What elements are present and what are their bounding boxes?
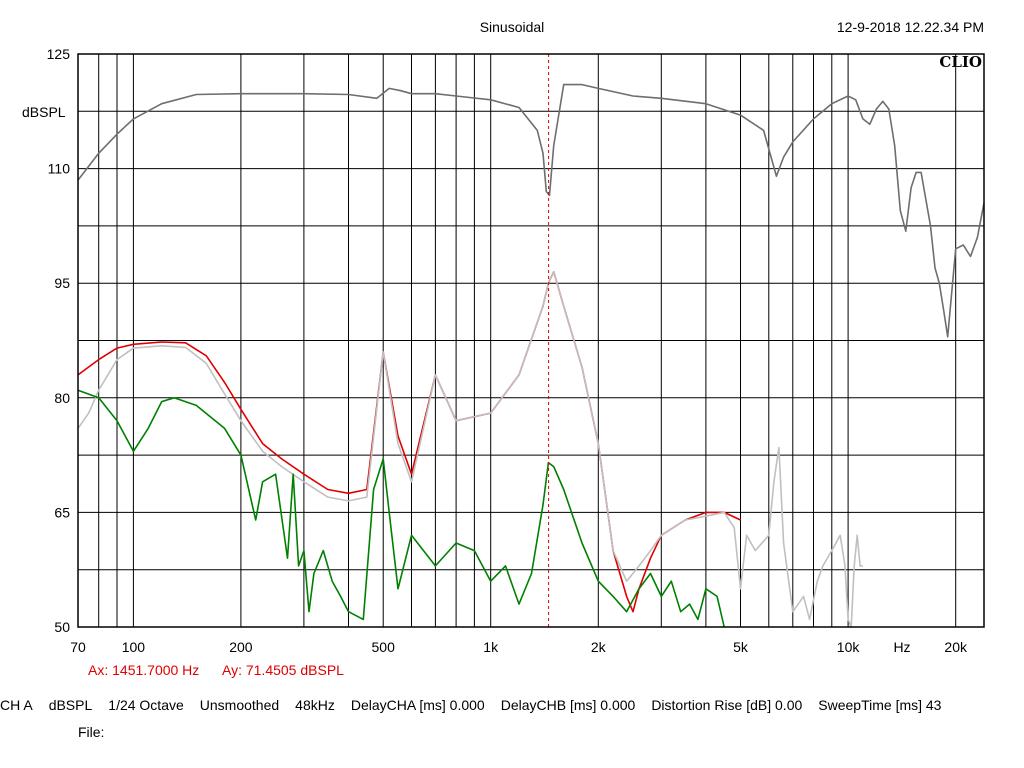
x-tick-label: 200 xyxy=(229,639,253,655)
status-distortion-rise: Distortion Rise [dB] 0.00 xyxy=(651,697,803,713)
y-tick-label: 95 xyxy=(54,275,70,291)
series-layer xyxy=(77,83,985,628)
status-samplerate: 48kHz xyxy=(295,697,335,713)
chart-title: Sinusoidal xyxy=(480,19,545,35)
y-axis-label: dBSPL xyxy=(22,104,66,120)
y-tick-label: 125 xyxy=(47,46,71,62)
x-tick-label: 5k xyxy=(733,639,749,655)
cursor-readout-x: Ax: 1451.7000 Hz xyxy=(88,662,199,678)
status-channel: CH A xyxy=(0,697,33,713)
x-axis-label: Hz xyxy=(893,639,910,655)
chart-timestamp: 12-9-2018 12.22.34 PM xyxy=(837,19,984,35)
x-tick-label: 70 xyxy=(70,639,86,655)
y-tick-label: 110 xyxy=(48,161,71,177)
x-tick-label: 10k xyxy=(837,639,861,655)
status-bar: CH A dBSPL 1/24 Octave Unsmoothed 48kHz Delay… xyxy=(0,697,957,713)
status-smoothing: Unsmoothed xyxy=(199,697,280,713)
status-resolution: 1/24 Octave xyxy=(108,697,184,713)
y-tick-label: 65 xyxy=(54,504,70,520)
x-tick-label: 20k xyxy=(944,639,968,655)
clio-logo: CLIO xyxy=(939,53,982,71)
series-line-3 xyxy=(77,270,863,628)
x-tick-label: 500 xyxy=(372,639,396,655)
status-delay-cha: DelayCHA [ms] 0.000 xyxy=(350,697,485,713)
axis-labels: 50 65 80 95 110 125 70 100 200 500 1k 2k 5k 10k 20k xyxy=(47,46,968,655)
plot-frame xyxy=(77,53,985,628)
y-tick-label: 50 xyxy=(54,619,70,635)
file-label: File: xyxy=(78,724,105,740)
series-line-2 xyxy=(77,270,741,613)
x-tick-label: 1k xyxy=(483,639,499,655)
x-tick-label: 2k xyxy=(591,639,607,655)
status-delay-chb: DelayCHB [ms] 0.000 xyxy=(500,697,636,713)
y-tick-label: 80 xyxy=(54,390,70,406)
x-tick-label: 100 xyxy=(122,639,146,655)
grid-lines xyxy=(78,54,984,627)
status-unit: dBSPL xyxy=(48,697,93,713)
series-line-1 xyxy=(77,83,985,338)
status-sweep-time: SweepTime [ms] 43 xyxy=(818,697,942,713)
cursor-readout-y: Ay: 71.4505 dBSPL xyxy=(222,662,344,678)
series-line-4 xyxy=(77,389,725,628)
